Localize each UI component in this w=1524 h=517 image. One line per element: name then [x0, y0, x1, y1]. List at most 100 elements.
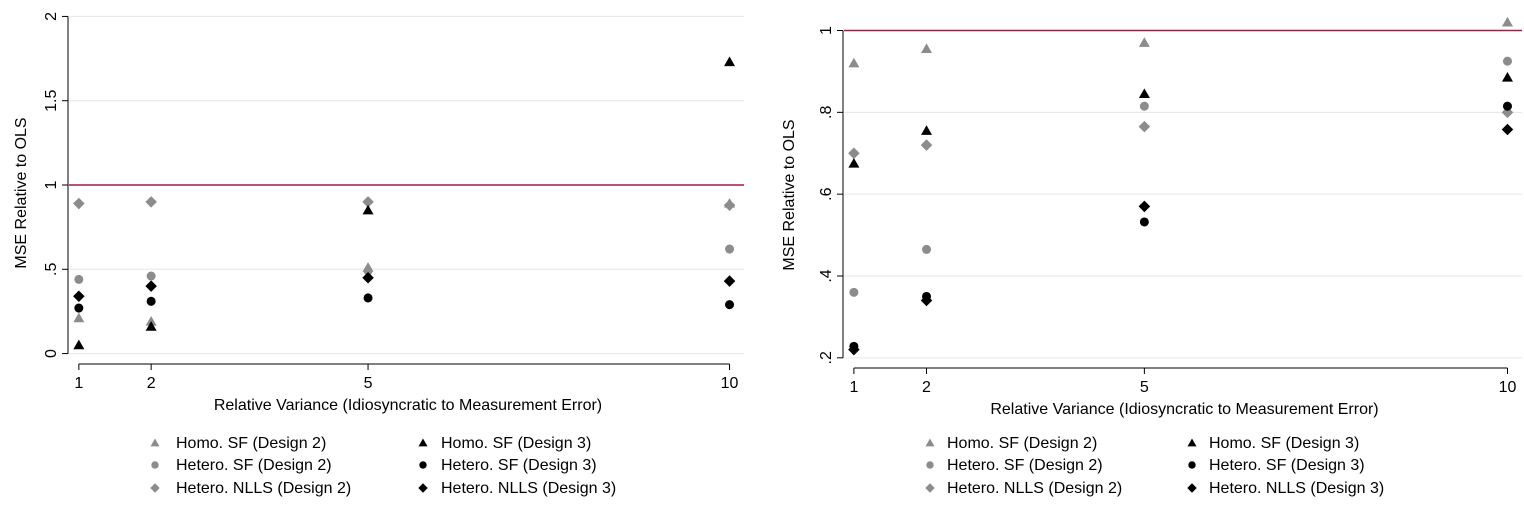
y-tick-label: .5 — [43, 263, 60, 276]
data-point — [1501, 106, 1514, 119]
data-point — [848, 57, 860, 68]
x-tick-label: 2 — [147, 375, 156, 392]
legend: Homo. SF (Design 2) Homo. SF (Design 3) He… — [150, 435, 616, 497]
legend-marker — [150, 438, 160, 447]
data-point — [74, 274, 84, 284]
y-tick-label: .8 — [818, 106, 835, 119]
x-tick-label: 10 — [721, 375, 739, 392]
data-point — [145, 316, 157, 326]
legend-label: Homo. SF (Design 3) — [441, 435, 591, 452]
data-point — [145, 280, 157, 292]
y-tick-label: 1 — [43, 180, 60, 189]
data-point — [362, 196, 374, 208]
data-point — [363, 266, 373, 276]
right-chart-panel: .2 .4 .6 .8 1 1 2 5 10 MSE Relative to OLS Relativ… — [762, 0, 1524, 517]
series-1 — [848, 72, 1513, 168]
data-point — [848, 343, 860, 356]
legend-label: Hetero. SF (Design 3) — [441, 457, 597, 474]
x-tick-label: 10 — [1499, 379, 1517, 396]
legend-label: Hetero. SF (Design 2) — [176, 457, 332, 474]
series-5 — [73, 271, 736, 303]
x-axis-title: Relative Variance (Idiosyncratic to Meas… — [214, 397, 602, 414]
data-point — [1502, 101, 1512, 111]
y-tick-label: .2 — [818, 351, 835, 364]
data-point — [73, 197, 85, 210]
legend-marker — [1187, 483, 1197, 493]
data-point — [146, 296, 156, 306]
data-point — [920, 139, 933, 151]
data-point — [145, 196, 157, 208]
legend-marker — [925, 483, 935, 493]
left-chart-panel: 0 .5 1 1.5 2 1 2 5 10 MSE Relative to OLS Relative… — [13, 12, 744, 497]
legend-marker — [418, 438, 428, 447]
data-point — [1138, 88, 1150, 99]
legend-marker — [1188, 461, 1196, 469]
legend-label: Homo. SF (Design 2) — [176, 435, 326, 452]
data-point — [725, 300, 735, 310]
data-point — [1139, 101, 1149, 111]
y-tick-label: 1 — [818, 26, 835, 35]
y-tick-label: 0 — [43, 349, 60, 358]
y-tick-label: .4 — [818, 269, 835, 282]
legend-label: Hetero. NLLS (Design 3) — [441, 480, 616, 497]
data-point — [73, 312, 85, 323]
legend-marker — [418, 483, 428, 493]
y-axis-title: MSE Relative to OLS — [13, 117, 30, 268]
series-5 — [848, 123, 1514, 356]
data-point — [1138, 200, 1151, 213]
data-point — [1502, 56, 1512, 66]
legend-label: Hetero. SF (Design 2) — [947, 457, 1103, 474]
data-point — [723, 275, 736, 287]
series-1 — [73, 56, 736, 350]
data-point — [146, 271, 156, 281]
data-point — [1501, 16, 1513, 27]
legend-marker — [150, 483, 160, 493]
chart-svg: 0 .5 1 1.5 2 1 2 5 10 MSE Relative to OLS Relative… — [13, 12, 744, 497]
y-axis-title: MSE Relative to OLS — [781, 119, 798, 270]
legend-marker — [151, 461, 159, 469]
data-point — [362, 271, 374, 284]
series-0 — [73, 198, 736, 326]
x-tick-label: 1 — [74, 375, 83, 392]
data-point — [74, 303, 84, 313]
legend-label: Hetero. NLLS (Design 2) — [947, 480, 1122, 497]
series-2 — [74, 244, 735, 284]
series-3 — [74, 293, 735, 313]
series-4 — [848, 106, 1514, 160]
data-point — [145, 321, 157, 331]
legend-label: Hetero. NLLS (Design 2) — [176, 480, 351, 497]
data-point — [921, 125, 933, 135]
data-point — [73, 290, 85, 303]
series-0 — [848, 16, 1513, 68]
series-4 — [73, 196, 736, 212]
data-point — [921, 43, 933, 54]
data-point — [724, 56, 736, 67]
legend-label: Homo. SF (Design 3) — [1209, 435, 1359, 452]
legend-marker — [419, 461, 427, 469]
data-point — [723, 199, 736, 212]
x-tick-label: 1 — [849, 379, 858, 396]
data-point — [363, 293, 373, 303]
y-tick-label: 2 — [43, 12, 60, 21]
legend-label: Homo. SF (Design 2) — [947, 435, 1097, 452]
legend-marker — [926, 461, 934, 469]
series-2 — [849, 56, 1512, 297]
data-point — [362, 204, 374, 215]
data-point — [725, 244, 735, 254]
x-tick-label: 2 — [922, 379, 931, 396]
data-point — [848, 157, 860, 168]
chart-svg: .2 .4 .6 .8 1 1 2 5 10 MSE Relative to OLS Relativ… — [781, 16, 1522, 497]
data-point — [920, 294, 933, 307]
data-point — [1138, 37, 1150, 47]
series-3 — [849, 101, 1512, 351]
data-point — [1138, 120, 1151, 133]
y-tick-label: .6 — [818, 187, 835, 200]
data-point — [73, 339, 85, 350]
x-axis-title: Relative Variance (Idiosyncratic to Meas… — [990, 401, 1378, 418]
legend-marker — [1187, 438, 1197, 447]
x-tick-label: 5 — [1140, 379, 1149, 396]
legend: Homo. SF (Design 2) Homo. SF (Design 3) He… — [925, 435, 1384, 497]
data-point — [1501, 72, 1513, 82]
x-tick-label: 5 — [364, 375, 373, 392]
y-tick-label: 1.5 — [43, 89, 60, 111]
